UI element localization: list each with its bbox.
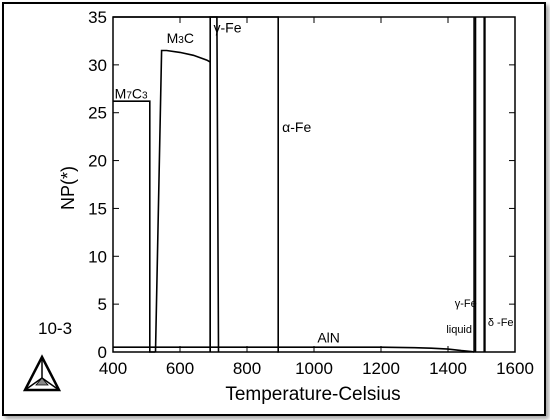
x-tick-label: 800 xyxy=(233,359,261,378)
y-tick-label: 10 xyxy=(88,247,107,266)
y-axis-label: NP(*) xyxy=(58,166,78,210)
x-tick-label: 1600 xyxy=(496,359,534,378)
series-line-m7c3 xyxy=(113,100,156,353)
series-line-γ-fe xyxy=(209,16,220,353)
x-axis-label: Temperature-Celsius xyxy=(225,384,400,405)
y-multiplier-label: 10-3 xyxy=(38,319,72,338)
y-tick-label: 0 xyxy=(98,343,107,362)
series-group xyxy=(113,16,486,353)
y-tick-label: 20 xyxy=(88,152,107,171)
label-dfe: δ -Fe xyxy=(488,317,514,329)
series-line-α-fe xyxy=(113,16,280,353)
x-tick-label: 400 xyxy=(99,359,127,378)
label-liquid: liquid xyxy=(446,324,472,336)
label-m3c: M3C xyxy=(167,30,194,46)
label-aln: AlN xyxy=(317,329,340,345)
label-m7c3: M7C3 xyxy=(115,85,148,101)
label-afe: α-Fe xyxy=(282,119,311,135)
thermo-calc-triangle-icon xyxy=(22,354,62,392)
x-tick-label: 600 xyxy=(166,359,194,378)
series-line-aln xyxy=(113,346,475,353)
y-tick-label: 5 xyxy=(98,295,107,314)
labels-group: M7C3 M3C γ-Fe α-Fe AlN γ-Fe liquid δ -Fe xyxy=(115,19,514,345)
series-line-m3c xyxy=(154,49,211,353)
axes: 400 600 800 1000 1200 1400 1600 0 5 10 15 20 25 30 35 xyxy=(88,8,534,378)
label-gfe-high: γ-Fe xyxy=(455,298,477,310)
x-tick-label: 1000 xyxy=(295,359,333,378)
y-tick-label: 25 xyxy=(88,104,107,123)
x-tick-label: 1200 xyxy=(362,359,400,378)
y-tick-label: 15 xyxy=(88,199,107,218)
x-tick-label: 1400 xyxy=(429,359,467,378)
label-gfe: γ-Fe xyxy=(214,19,242,35)
y-tick-label: 35 xyxy=(88,8,107,27)
y-tick-label: 30 xyxy=(88,56,107,75)
